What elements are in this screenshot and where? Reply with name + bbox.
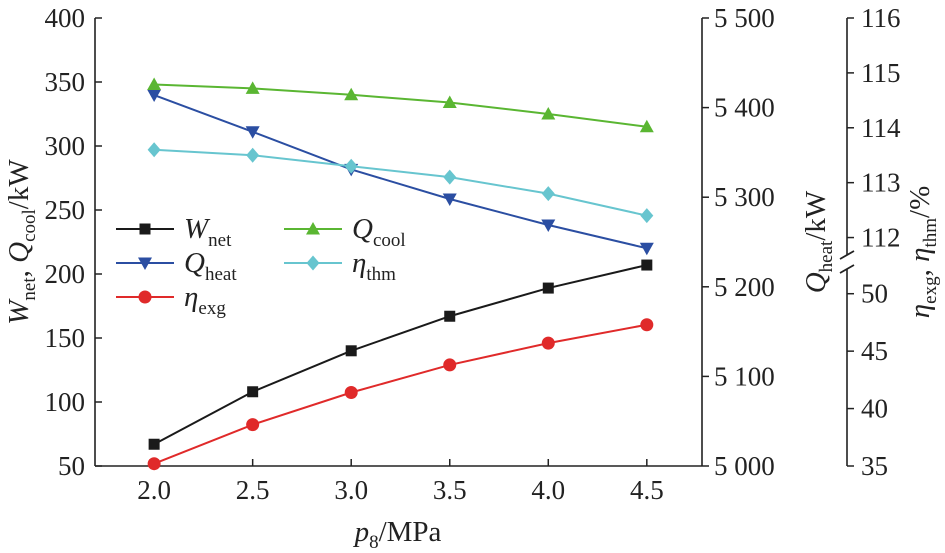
series-wnet — [148, 259, 653, 450]
series-line-qheat — [153, 94, 648, 250]
legend-label: ηexg — [184, 281, 226, 319]
legend-label: Qheat — [184, 247, 237, 285]
data-point-qheat — [245, 126, 260, 139]
legend-marker — [138, 290, 152, 304]
axes-layer — [94, 18, 855, 467]
data-point-etathm — [344, 158, 358, 174]
data-point-etaexg — [443, 358, 457, 372]
data-point-etaexg — [541, 336, 555, 350]
data-point-qcool — [442, 95, 457, 108]
data-point-etathm — [640, 208, 654, 224]
right-upper-tick-label: 115 — [861, 58, 901, 88]
middle-y-axis-label: Qheat/kW — [800, 190, 837, 293]
middle-tick-label: 5 100 — [714, 361, 775, 391]
tick-layer: 2.0 2.5 3.0 3.5 4.0 4.5 50 100 150 200 250 300 350 40… — [45, 3, 901, 505]
left-tick-label: 250 — [45, 195, 86, 225]
series-etathm — [147, 142, 654, 224]
middle-tick-label: 5 000 — [714, 451, 775, 481]
data-point-etaexg — [147, 457, 161, 471]
legend-label: ηthm — [352, 247, 396, 285]
data-point-etathm — [246, 147, 260, 163]
legend-marker — [306, 222, 320, 235]
data-point-qcool — [147, 77, 162, 91]
x-tick-label: 3.0 — [334, 475, 368, 505]
legend-marker — [139, 223, 151, 235]
data-point-etathm — [147, 142, 161, 158]
x-tick-label: 3.5 — [433, 475, 467, 505]
series-line-etaexg — [153, 323, 648, 465]
middle-tick-label: 5 300 — [714, 182, 775, 212]
right-upper-tick-label: 114 — [861, 113, 901, 143]
right-upper-tick-label: 116 — [861, 3, 901, 33]
series-qcool — [147, 77, 654, 133]
x-tick-label: 4.0 — [531, 475, 565, 505]
legend-marker — [138, 257, 152, 270]
legend-marker — [306, 255, 320, 271]
data-point-etaexg — [640, 318, 654, 332]
left-tick-label: 50 — [58, 451, 85, 481]
legend-item-qheat: Qheat — [116, 247, 237, 285]
data-point-etathm — [541, 186, 555, 202]
right-y-axis-label: ηexg, ηthm/% — [904, 186, 941, 319]
x-axis-label: p8/MPa — [353, 516, 442, 553]
series-line-wnet — [153, 264, 648, 446]
left-tick-label: 350 — [45, 67, 86, 97]
left-tick-label: 200 — [45, 259, 86, 289]
axis-label-layer: p8/MPa Wnet, Qcool/kW Qheat/kW ηexg, ηthm/% — [3, 159, 941, 553]
data-point-qcool — [639, 119, 654, 133]
data-point-wnet — [542, 282, 554, 294]
data-point-qheat — [442, 193, 457, 206]
x-tick-label: 2.5 — [236, 475, 270, 505]
right-upper-tick-label: 113 — [861, 168, 901, 198]
series-line-qcool — [154, 83, 647, 128]
data-point-qheat — [639, 242, 654, 256]
middle-tick-label: 5 200 — [714, 272, 775, 302]
data-point-wnet — [345, 345, 357, 357]
right-lower-tick-label: 50 — [861, 279, 888, 309]
right-lower-tick-label: 35 — [861, 451, 888, 481]
left-tick-label: 400 — [45, 3, 86, 33]
axis-break-mark — [839, 250, 855, 274]
data-point-wnet — [247, 386, 259, 398]
right-upper-tick-label: 112 — [861, 223, 901, 253]
data-point-qheat — [147, 89, 162, 103]
data-point-etathm — [443, 169, 457, 185]
legend-label: Wnet — [184, 213, 232, 251]
middle-tick-label: 5 400 — [714, 93, 775, 123]
data-point-wnet — [148, 438, 160, 450]
data-point-qcool — [344, 87, 359, 101]
x-tick-label: 2.0 — [137, 475, 171, 505]
x-tick-label: 4.5 — [630, 475, 664, 505]
legend-item-etathm: ηthm — [284, 247, 396, 285]
data-point-qcool — [245, 81, 260, 94]
legend-item-wnet: Wnet — [116, 213, 232, 251]
left-tick-label: 100 — [45, 387, 86, 417]
series-etaexg — [147, 318, 654, 471]
right-lower-tick-label: 45 — [861, 336, 888, 366]
series-line-etathm — [154, 148, 648, 217]
data-point-etaexg — [344, 385, 358, 399]
legend-item-etaexg: ηexg — [116, 281, 226, 319]
legend-label: Qcool — [352, 213, 406, 251]
data-point-wnet — [444, 310, 456, 322]
right-lower-tick-label: 40 — [861, 394, 888, 424]
data-point-qheat — [541, 219, 556, 232]
left-tick-label: 150 — [45, 323, 86, 353]
data-point-wnet — [641, 259, 653, 271]
left-tick-label: 300 — [45, 131, 86, 161]
data-point-etaexg — [246, 418, 260, 432]
legend-item-qcool: Qcool — [284, 213, 406, 251]
data-point-qcool — [541, 107, 556, 120]
left-y-axis-label: Wnet, Qcool/kW — [3, 159, 40, 325]
series-layer — [147, 77, 654, 471]
middle-tick-label: 5 500 — [714, 3, 775, 33]
